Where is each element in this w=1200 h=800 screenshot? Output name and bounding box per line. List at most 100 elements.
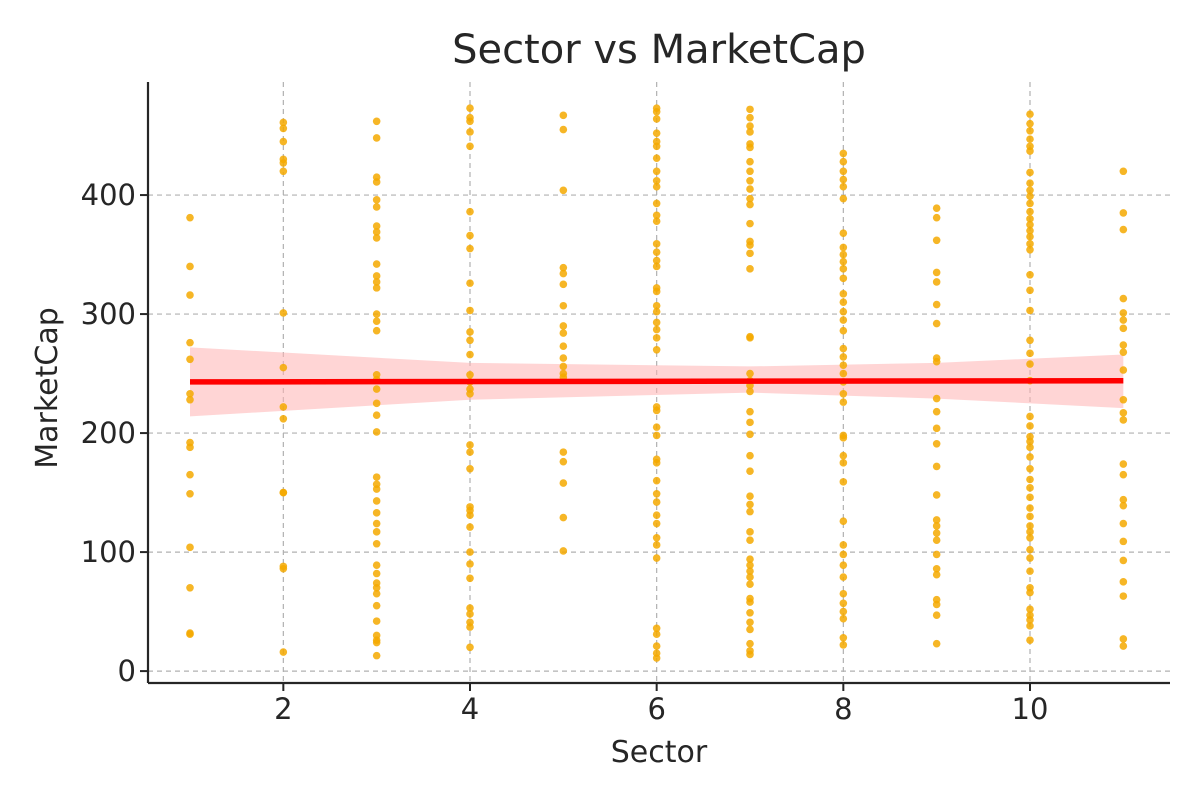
- x-tick-label: 4: [461, 692, 479, 726]
- data-point: [1026, 110, 1034, 118]
- data-point: [559, 547, 568, 555]
- data-point: [1026, 484, 1034, 492]
- data-point: [839, 274, 848, 283]
- data-point: [1026, 504, 1034, 512]
- data-point: [652, 642, 661, 650]
- data-point: [839, 398, 848, 406]
- data-point: [186, 262, 194, 271]
- data-point: [1026, 336, 1034, 345]
- data-point: [1026, 168, 1034, 177]
- data-point: [746, 608, 754, 617]
- data-point: [466, 441, 474, 449]
- data-point: [1026, 286, 1034, 295]
- data-point: [839, 307, 848, 316]
- data-point: [372, 601, 381, 610]
- data-point: [1026, 522, 1034, 530]
- y-tick-label: 400: [81, 178, 136, 212]
- data-point: [932, 564, 941, 573]
- data-point: [372, 473, 381, 481]
- data-point: [746, 500, 754, 509]
- data-point: [746, 650, 754, 659]
- data-point: [372, 589, 381, 598]
- data-point: [372, 385, 381, 393]
- data-point: [372, 222, 381, 230]
- data-point: [746, 580, 754, 589]
- data-point: [652, 301, 661, 310]
- data-point: [746, 128, 754, 136]
- data-point: [652, 307, 661, 316]
- data-point: [652, 211, 661, 220]
- data-point: [1119, 209, 1128, 217]
- data-point: [466, 560, 474, 568]
- data-point: [372, 485, 381, 493]
- data-point: [652, 554, 661, 562]
- data-point: [372, 561, 381, 569]
- data-point: [652, 630, 661, 639]
- data-point: [839, 298, 848, 306]
- data-point: [1026, 349, 1034, 358]
- data-point: [932, 278, 941, 286]
- data-point: [746, 194, 754, 203]
- data-point: [839, 243, 848, 252]
- data-point: [186, 489, 194, 498]
- data-point: [1119, 316, 1128, 324]
- data-point: [372, 651, 381, 660]
- chart-title: Sector vs MarketCap: [452, 27, 866, 73]
- data-point: [839, 369, 848, 378]
- data-point: [652, 129, 661, 137]
- data-point: [652, 519, 661, 528]
- data-point: [279, 124, 288, 133]
- data-point: [372, 278, 381, 286]
- data-point: [746, 430, 754, 439]
- data-point: [279, 159, 288, 167]
- data-point: [839, 641, 848, 649]
- data-point: [746, 555, 754, 564]
- data-point: [1119, 409, 1128, 417]
- data-point: [279, 167, 288, 176]
- data-point: [652, 459, 661, 467]
- data-point: [839, 344, 848, 353]
- data-point: [372, 284, 381, 292]
- data-point: [746, 507, 754, 516]
- data-point: [1026, 147, 1034, 155]
- data-point: [746, 200, 754, 209]
- y-tick-label: 300: [81, 297, 136, 331]
- data-point: [1119, 324, 1128, 333]
- data-point: [1119, 341, 1128, 349]
- data-point: [466, 279, 474, 287]
- data-point: [466, 604, 474, 612]
- data-point: [1026, 119, 1034, 128]
- data-point: [1119, 556, 1128, 565]
- data-point: [186, 213, 194, 222]
- data-point: [372, 411, 381, 420]
- data-point: [1026, 422, 1034, 430]
- data-point: [1026, 240, 1034, 248]
- data-point: [372, 326, 381, 335]
- data-point: [652, 256, 661, 265]
- data-point: [652, 318, 661, 327]
- data-point: [466, 623, 474, 631]
- data-point: [652, 115, 661, 123]
- data-point: [1026, 636, 1034, 644]
- data-point: [186, 390, 194, 398]
- data-point: [839, 614, 848, 623]
- data-point: [1026, 616, 1034, 624]
- y-tick-label: 0: [118, 654, 136, 688]
- data-point: [466, 464, 474, 473]
- data-point: [1026, 179, 1034, 187]
- data-point: [746, 467, 754, 475]
- data-point: [839, 250, 848, 259]
- data-point: [839, 149, 848, 158]
- data-point: [839, 599, 848, 608]
- data-point: [466, 548, 474, 556]
- data-point: [839, 290, 848, 298]
- data-point: [372, 569, 381, 578]
- data-point: [372, 528, 381, 536]
- data-point: [1026, 135, 1034, 143]
- data-point: [1026, 306, 1034, 315]
- data-point: [746, 113, 754, 122]
- data-point: [372, 228, 381, 236]
- data-point: [746, 219, 754, 228]
- data-point: [932, 522, 941, 530]
- data-point: [652, 534, 661, 542]
